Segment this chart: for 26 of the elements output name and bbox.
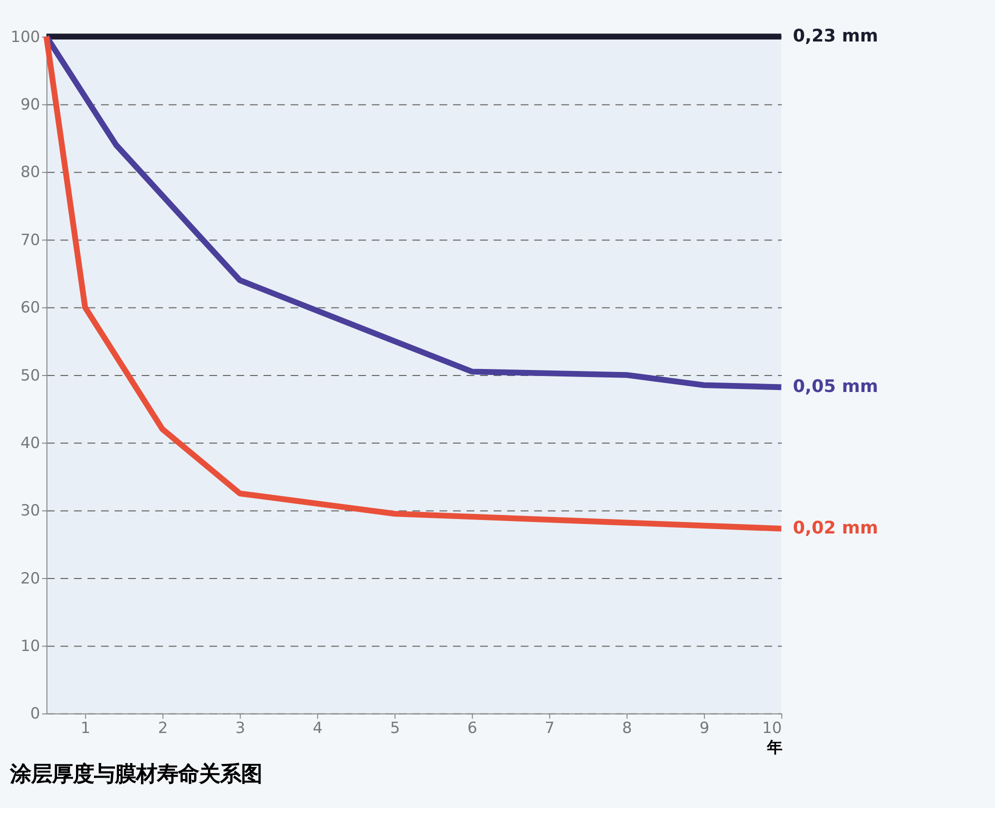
series-label: 0,05 mm xyxy=(792,377,878,398)
x-tick-label: 3 xyxy=(235,719,246,738)
x-tick-label: 4 xyxy=(312,719,323,738)
x-tick-label: 7 xyxy=(544,719,555,738)
series-label: 0,02 mm xyxy=(792,518,878,538)
x-tick-label: 6 xyxy=(467,719,478,738)
x-tick-label: 9 xyxy=(700,719,710,738)
x-tick-label: 1 xyxy=(80,719,90,738)
y-tick-label: 10 xyxy=(20,637,40,656)
y-tick-label: 100 xyxy=(10,28,40,46)
series-label: 0,23 mm xyxy=(792,26,878,46)
y-tick-label: 50 xyxy=(20,366,40,384)
y-tick-label: 80 xyxy=(20,163,40,182)
x-tick-label: 5 xyxy=(390,719,400,738)
x-tick-label: 10 xyxy=(762,719,782,738)
y-tick-label: 90 xyxy=(20,96,40,114)
y-tick-label: 20 xyxy=(20,569,40,588)
x-axis-title: 年 xyxy=(766,738,782,757)
x-tick-label: 8 xyxy=(622,719,632,738)
y-tick-label: 0 xyxy=(30,704,40,723)
text: 涂层厚度与膜材寿命关系图 xyxy=(9,762,262,788)
y-tick-label: 70 xyxy=(20,230,40,249)
y-tick-label: 40 xyxy=(20,434,40,452)
y-tick-label: 30 xyxy=(20,502,40,520)
x-tick-label: 2 xyxy=(158,719,168,738)
y-tick-label: 60 xyxy=(20,298,40,317)
